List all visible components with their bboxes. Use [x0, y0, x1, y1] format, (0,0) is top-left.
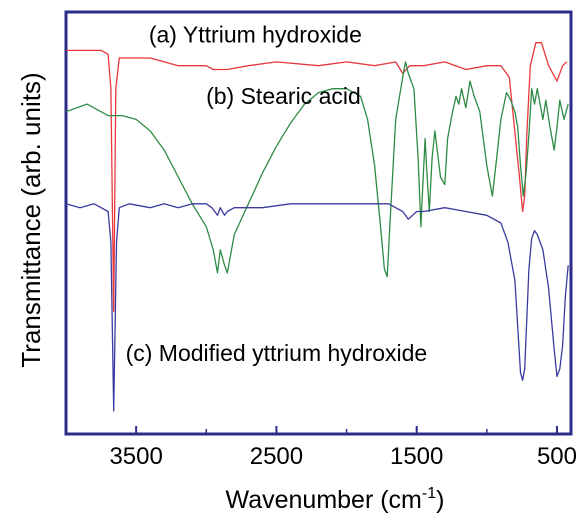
spectra-series — [65, 42, 569, 412]
series-annotation-1: (b) Stearic acid — [206, 83, 361, 109]
annotations: (a) Yttrium hydroxide (b) Stearic acid (c)… — [126, 22, 428, 366]
x-tick-label: 3500 — [109, 443, 162, 470]
plot-frame — [64, 10, 573, 436]
x-axis-label: Wavenumber (cm-1) — [226, 485, 445, 514]
x-ticks: 3500 2500 1500 500 — [65, 426, 577, 470]
series-line-0 — [66, 42, 568, 312]
plot-border — [64, 10, 573, 436]
x-tick-label: 500 — [537, 443, 577, 470]
series-line-1 — [65, 61, 569, 278]
x-tick-label: 1500 — [390, 443, 443, 470]
series-annotation-2: (c) Modified yttrium hydroxide — [126, 340, 428, 366]
series-line-2 — [65, 203, 569, 412]
series-annotation-0: (a) Yttrium hydroxide — [149, 22, 362, 48]
y-axis-label: Transmittance (arb. units) — [16, 72, 46, 367]
x-tick-label: 2500 — [250, 443, 303, 470]
